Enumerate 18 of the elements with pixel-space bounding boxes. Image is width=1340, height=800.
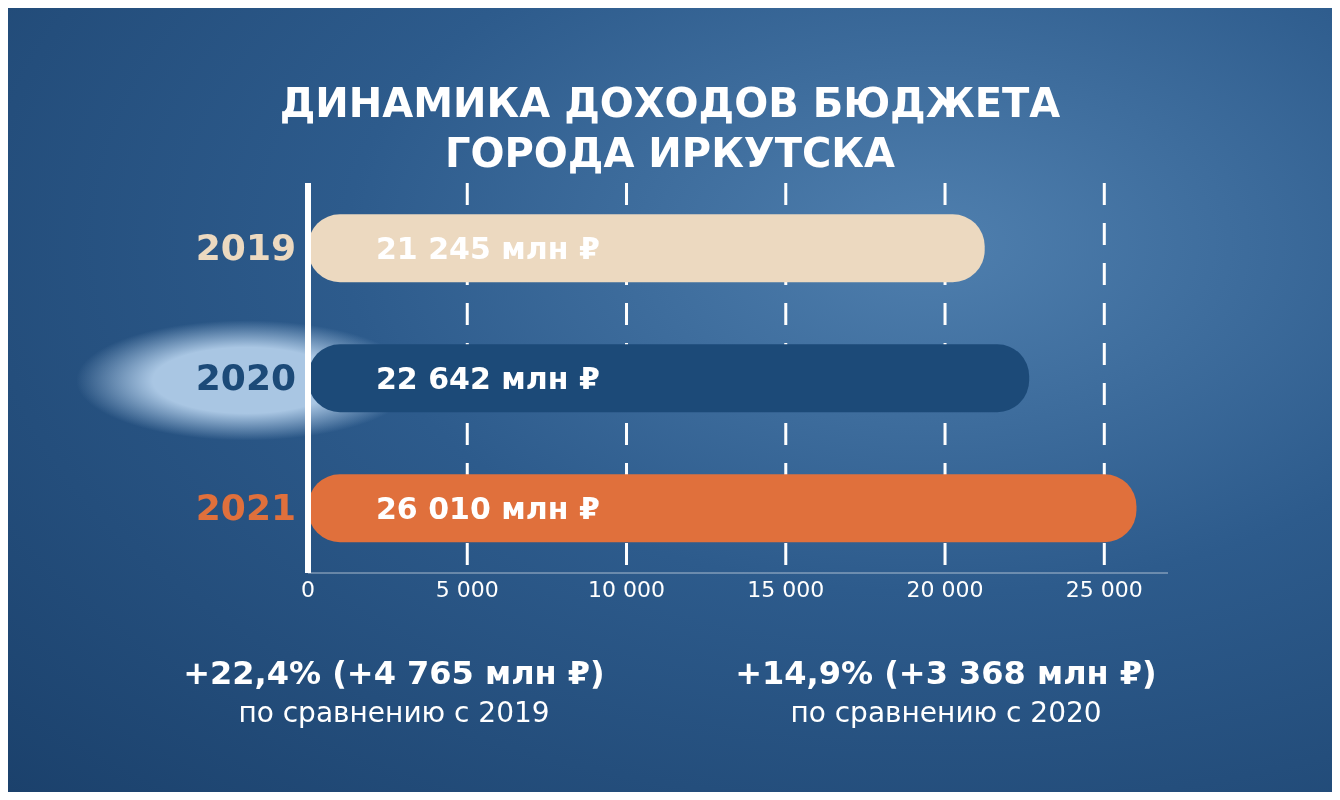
x-tick-label: 25 000	[1065, 576, 1143, 602]
x-tick-label: 20 000	[906, 576, 984, 602]
y-tick-label: 2021	[195, 487, 296, 528]
x-tick-label: 15 000	[747, 576, 825, 602]
bar	[308, 474, 1137, 543]
chart-title: ДИНАМИКА ДОХОДОВ БЮДЖЕТА ГОРОДА ИРКУТСКА	[278, 79, 1062, 178]
x-tick-label: 10 000	[588, 576, 666, 602]
x-tick-label: 5 000	[435, 576, 499, 602]
y-tick-label: 2019	[195, 227, 296, 268]
data-label: 21 245 млн ₽	[376, 231, 600, 267]
x-tick-label: 0	[301, 576, 315, 602]
data-label: 26 010 млн ₽	[376, 491, 600, 527]
y-tick-label: 2020	[195, 357, 296, 398]
bar	[308, 344, 1030, 413]
bar	[308, 214, 985, 283]
text: +14,9% (+3 368 млн ₽) по сравнению с 2020	[735, 653, 1157, 731]
data-label: 22 642 млн ₽	[376, 361, 600, 397]
text: +22,4% (+4 765 млн ₽) по сравнению с 2019	[183, 653, 605, 731]
